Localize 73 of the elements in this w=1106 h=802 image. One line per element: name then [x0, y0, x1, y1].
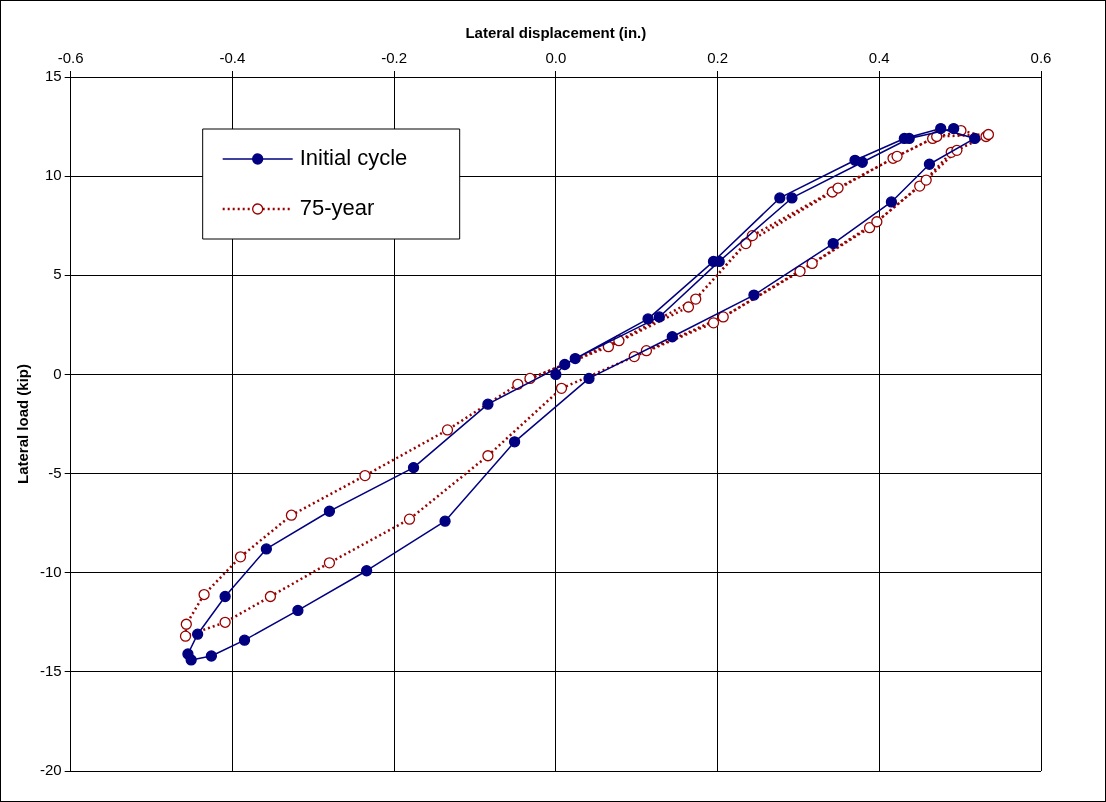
point [806, 257, 818, 270]
point [690, 293, 702, 305]
x-tick-label: -0.6 [57, 49, 84, 67]
point [935, 122, 947, 135]
point [292, 604, 304, 617]
x-tick-label: -0.4 [219, 49, 246, 67]
point [323, 557, 336, 569]
point [550, 368, 562, 381]
y-tick-label: -15 [39, 662, 62, 679]
point [774, 192, 786, 204]
point [482, 398, 494, 410]
point [856, 156, 868, 168]
x-tick-label: 0.0 [545, 49, 567, 67]
point [191, 628, 204, 640]
point [923, 158, 936, 170]
point [219, 616, 231, 628]
point [863, 222, 876, 234]
point [359, 469, 371, 482]
point [682, 301, 695, 313]
point [748, 289, 760, 301]
point [205, 650, 218, 662]
point [827, 237, 839, 250]
x-tick-label: 0.6 [1030, 49, 1052, 67]
point [407, 461, 420, 474]
point [885, 196, 898, 208]
point [583, 372, 595, 385]
point [786, 192, 798, 204]
point [403, 513, 416, 525]
point [482, 450, 494, 462]
point [360, 565, 373, 577]
x-tick-label: 0.2 [707, 49, 728, 67]
point [559, 358, 571, 371]
point [569, 352, 581, 365]
y-tick-label: 0 [53, 364, 62, 382]
point [508, 436, 521, 448]
point [920, 174, 932, 186]
point [264, 590, 277, 603]
x-tick-label: 0.4 [868, 49, 890, 67]
y-tick-label: -20 [39, 761, 62, 779]
x-tick-label: -0.2 [381, 49, 408, 67]
point [891, 150, 903, 162]
point [441, 424, 454, 436]
point [285, 509, 298, 521]
point [439, 515, 451, 527]
point [182, 648, 194, 660]
y-axis-title: Lateral load (kip) [14, 363, 32, 485]
x-axis-title: Lateral displacement (in.) [465, 24, 647, 42]
point [642, 313, 654, 325]
point [794, 265, 806, 277]
y-tick-label: 5 [53, 265, 62, 283]
y-tick-label: 10 [44, 166, 62, 184]
point [234, 551, 247, 563]
point [832, 182, 844, 194]
point [871, 216, 883, 228]
point [707, 317, 720, 329]
y-tick-label: 15 [44, 67, 62, 85]
legend-label: Initial cycle [299, 145, 408, 171]
point [198, 588, 210, 601]
point [180, 618, 192, 630]
point [666, 331, 678, 343]
point [238, 634, 251, 646]
y-tick-label: -5 [48, 463, 62, 481]
point [969, 132, 981, 145]
point [260, 543, 273, 555]
point [323, 505, 336, 517]
legend-label: 75-year [299, 195, 375, 221]
point [219, 590, 231, 603]
point [653, 311, 665, 323]
point [179, 630, 192, 642]
point [555, 382, 568, 394]
y-tick-label: -10 [39, 562, 62, 580]
point [948, 122, 960, 135]
point [717, 311, 729, 323]
